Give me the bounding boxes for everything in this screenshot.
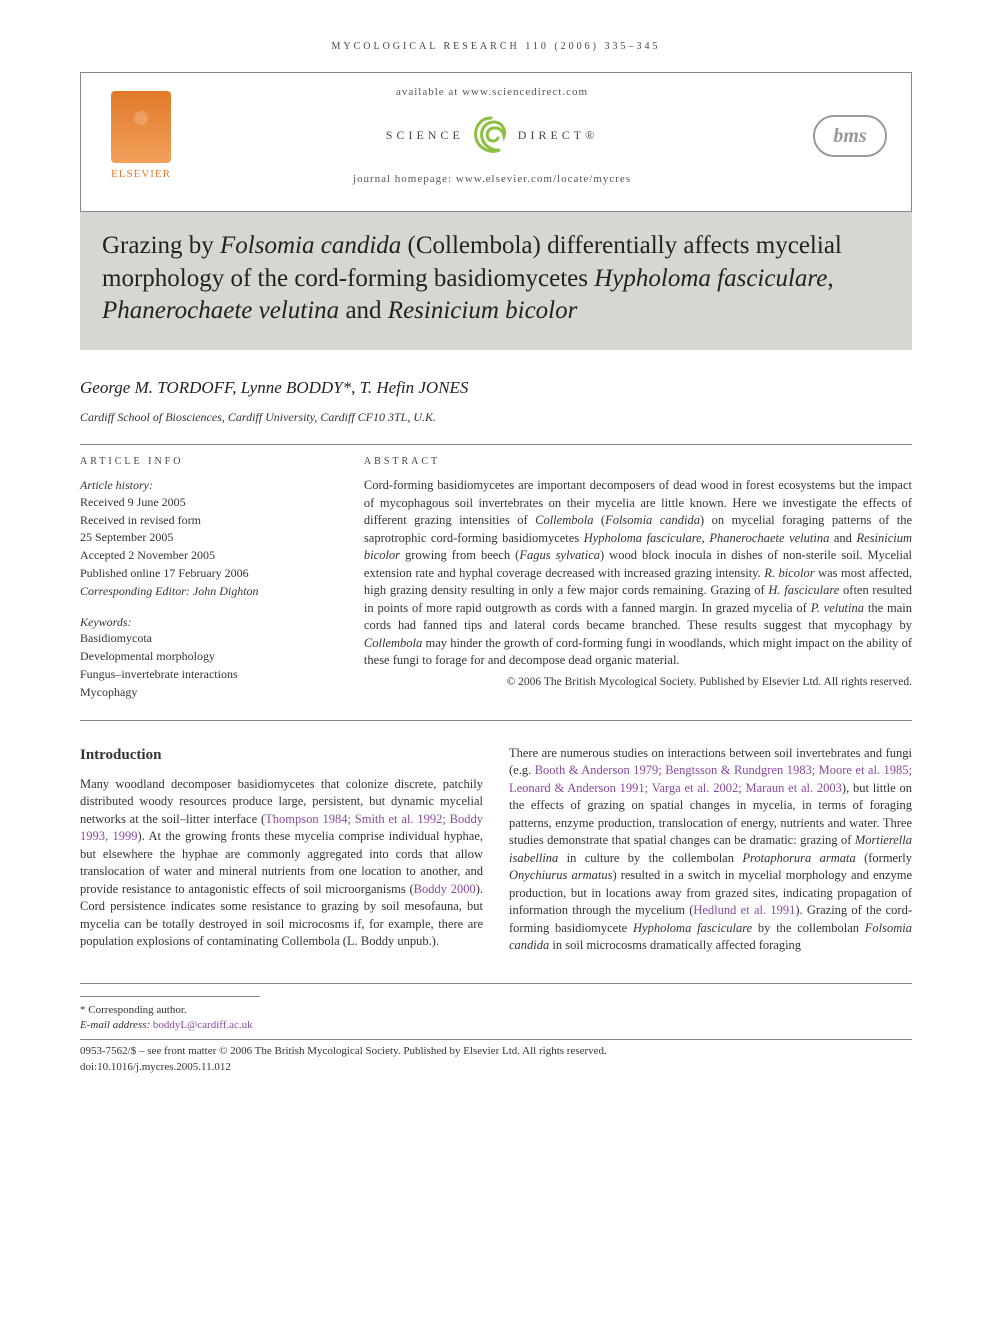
history-line: Accepted 2 November 2005	[80, 547, 338, 564]
title-text: ,	[827, 265, 833, 292]
running-head: MYCOLOGICAL RESEARCH 110 (2006) 335–345	[80, 40, 912, 54]
journal-header: ELSEVIER available at www.sciencedirect.…	[80, 72, 912, 212]
citation: Boddy 2000	[414, 882, 476, 896]
abstract-text: and	[829, 531, 856, 545]
email-label: E-mail address:	[80, 1019, 153, 1031]
abstract-species: Hypholoma fasciculare	[584, 531, 702, 545]
footer: * Corresponding author. E-mail address: …	[80, 983, 912, 1076]
available-at: available at www.sciencedirect.com	[177, 85, 807, 100]
bms-logo: bms	[807, 115, 887, 157]
elsevier-wordmark: ELSEVIER	[105, 167, 177, 182]
title-band: Grazing by Folsomia candida (Collembola)…	[80, 212, 912, 350]
doi-line: doi:10.1016/j.mycres.2005.11.012	[80, 1060, 912, 1075]
abstract-species: H. fasciculare	[768, 583, 839, 597]
history-line: 25 September 2005	[80, 529, 338, 546]
footnote-rule	[80, 996, 260, 997]
abstract-text: growing from beech (	[400, 548, 519, 562]
article-info: ARTICLE INFO Article history: Received 9…	[80, 455, 338, 702]
sd-text-right: DIRECT®	[518, 127, 598, 144]
title-species: Hypholoma fasciculare	[594, 265, 827, 292]
elsevier-tree-icon	[111, 91, 171, 163]
title-text: and	[339, 297, 388, 324]
abstract-text: (	[593, 513, 605, 527]
article-title: Grazing by Folsomia candida (Collembola)…	[102, 230, 890, 328]
email-line: E-mail address: boddyL@cardiff.ac.uk	[80, 1018, 912, 1033]
body-columns: Introduction Many woodland decomposer ba…	[80, 745, 912, 961]
email-address: boddyL@cardiff.ac.uk	[153, 1019, 253, 1031]
body-text: in soil microcosms dramatically affected…	[549, 938, 801, 952]
abstract-species: R. bicolor	[764, 566, 814, 580]
body-species: Protaphorura armata	[742, 851, 855, 865]
info-abstract-row: ARTICLE INFO Article history: Received 9…	[80, 455, 912, 702]
abstract-species: P. velutina	[811, 601, 864, 615]
keyword: Mycophagy	[80, 684, 338, 701]
keywords-label: Keywords:	[80, 614, 338, 631]
abstract-species: Collembola	[364, 636, 422, 650]
history-line: Published online 17 February 2006	[80, 565, 338, 582]
title-species: Phanerochaete velutina	[102, 297, 339, 324]
history-label: Article history:	[80, 477, 338, 494]
intro-paragraph: There are numerous studies on interactio…	[509, 745, 912, 955]
header-center: available at www.sciencedirect.com SCIEN…	[177, 85, 807, 188]
title-text: Grazing by	[102, 232, 220, 259]
article-info-heading: ARTICLE INFO	[80, 455, 338, 469]
footer-legal: 0953-7562/$ – see front matter © 2006 Th…	[80, 1039, 912, 1075]
keyword: Basidiomycota	[80, 630, 338, 647]
abstract-heading: ABSTRACT	[364, 455, 912, 469]
abstract-text: may hinder the growth of cord-forming fu…	[364, 636, 912, 668]
history-line: Received in revised form	[80, 512, 338, 529]
section-heading-introduction: Introduction	[80, 745, 483, 766]
sd-text-left: SCIENCE	[386, 127, 464, 144]
keyword: Fungus–invertebrate interactions	[80, 666, 338, 683]
page: MYCOLOGICAL RESEARCH 110 (2006) 335–345 …	[0, 0, 992, 1105]
abstract-species: Phanerochaete velutina	[709, 531, 829, 545]
sciencedirect-logo: SCIENCE DIRECT®	[386, 114, 598, 156]
bms-badge-icon: bms	[813, 115, 887, 157]
body-text: by the collembolan	[752, 921, 865, 935]
keyword: Developmental morphology	[80, 648, 338, 665]
front-matter-line: 0953-7562/$ – see front matter © 2006 Th…	[80, 1044, 912, 1059]
title-species: Resinicium bicolor	[388, 297, 578, 324]
corresponding-author-note: * Corresponding author.	[80, 1003, 912, 1018]
abstract-species: Folsomia candida	[605, 513, 700, 527]
divider	[80, 444, 912, 445]
body-text: (formerly	[856, 851, 912, 865]
abstract-copyright: © 2006 The British Mycological Society. …	[364, 674, 912, 690]
citation: Hedlund et al. 1991	[693, 903, 795, 917]
journal-homepage: journal homepage: www.elsevier.com/locat…	[177, 172, 807, 187]
intro-paragraph: Many woodland decomposer basidiomycetes …	[80, 776, 483, 951]
authors: George M. TORDOFF, Lynne BODDY*, T. Hefi…	[80, 376, 912, 400]
divider	[80, 720, 912, 721]
body-species: Onychiurus armatus	[509, 868, 612, 882]
elsevier-logo: ELSEVIER	[105, 91, 177, 182]
sd-swirl-icon	[470, 114, 512, 156]
corresponding-editor: Corresponding Editor: John Dighton	[80, 583, 338, 600]
abstract-species: Collembola	[535, 513, 593, 527]
history-line: Received 9 June 2005	[80, 494, 338, 511]
abstract: ABSTRACT Cord-forming basidiomycetes are…	[364, 455, 912, 702]
affiliation: Cardiff School of Biosciences, Cardiff U…	[80, 409, 912, 426]
abstract-species: Fagus sylvatica	[519, 548, 600, 562]
body-species: Hypholoma fasciculare	[633, 921, 752, 935]
body-text: in culture by the collembolan	[558, 851, 742, 865]
title-species: Folsomia candida	[220, 232, 401, 259]
